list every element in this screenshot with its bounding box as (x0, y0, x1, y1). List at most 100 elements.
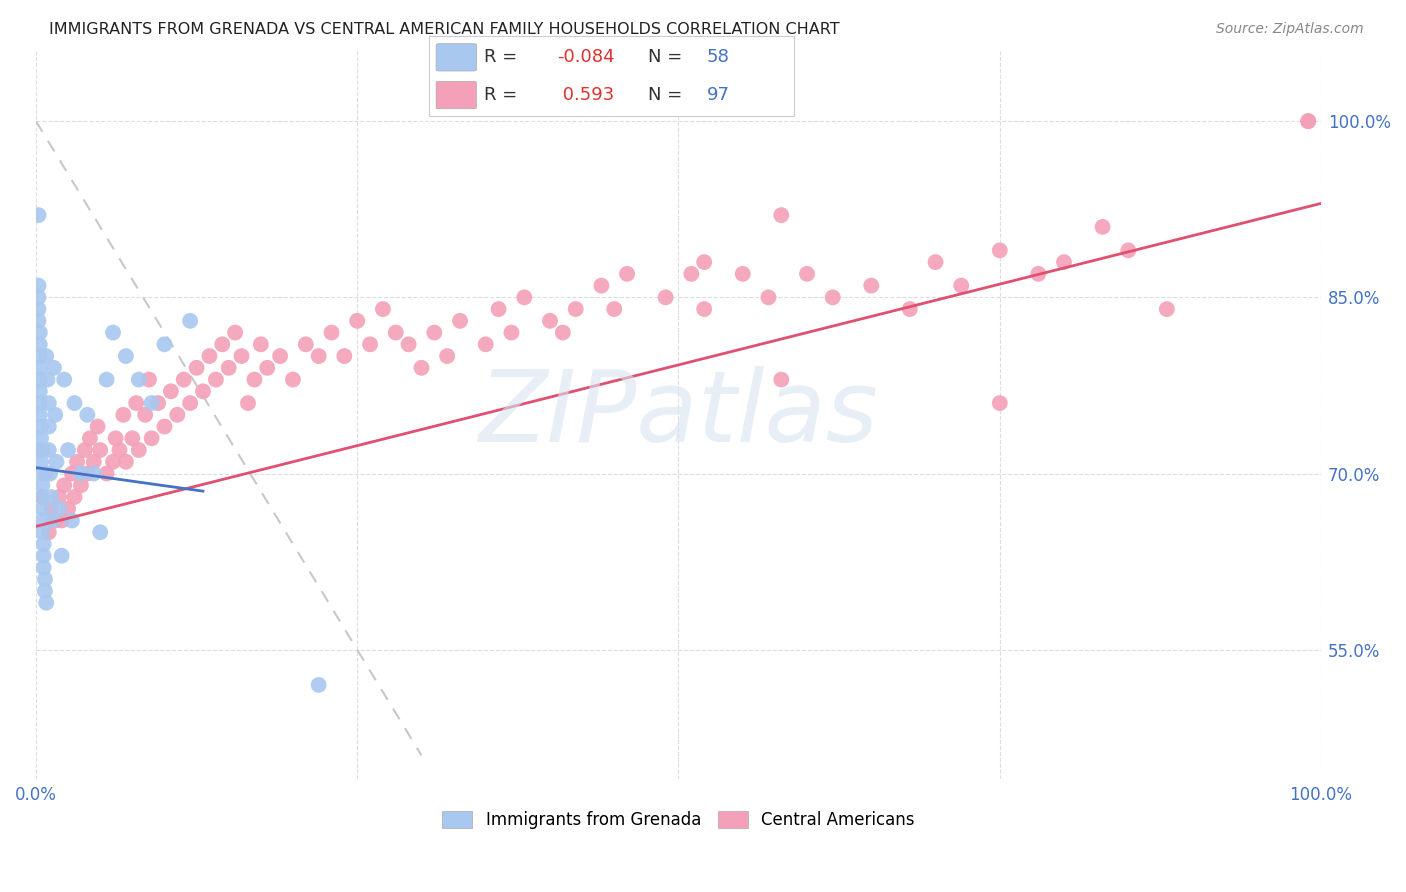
Point (1091, 219, 1114, 234)
Point (1296, 114, 1319, 128)
Point (41, 501, 63, 516)
Point (551, 326, 574, 340)
Point (474, 337, 496, 351)
Point (28, 373, 51, 387)
Point (41, 490, 63, 504)
Point (128, 373, 150, 387)
Point (86, 419, 108, 434)
Point (198, 349, 221, 363)
Point (53, 373, 76, 387)
Point (27, 314, 49, 328)
Point (321, 326, 343, 340)
Point (31, 525, 53, 540)
Point (27, 290, 49, 304)
Point (988, 244, 1011, 258)
Point (38, 443, 60, 458)
Point (681, 267, 703, 281)
Point (603, 302, 626, 317)
Point (104, 431, 127, 445)
Text: IMMIGRANTS FROM GRENADA VS CENTRAL AMERICAN FAMILY HOUSEHOLDS CORRELATION CHART: IMMIGRANTS FROM GRENADA VS CENTRAL AMERI… (49, 22, 839, 37)
Point (45, 455, 67, 469)
Point (501, 326, 523, 340)
Text: Source: ZipAtlas.com: Source: ZipAtlas.com (1216, 22, 1364, 37)
Point (30, 443, 52, 458)
Point (76, 408, 98, 422)
Point (112, 408, 135, 422)
Point (134, 408, 156, 422)
Text: N =: N = (648, 48, 682, 66)
Point (1156, 302, 1178, 317)
Point (89, 443, 111, 458)
Point (66, 455, 89, 469)
Text: ZIPatlas: ZIPatlas (478, 367, 879, 463)
Point (56, 443, 79, 458)
Point (42, 360, 65, 375)
Legend: Immigrants from Grenada, Central Americans: Immigrants from Grenada, Central America… (436, 805, 921, 836)
Point (60, 514, 83, 528)
Point (166, 408, 188, 422)
Point (28, 408, 51, 422)
Point (70, 478, 93, 492)
Point (1296, 114, 1319, 128)
Text: R =: R = (484, 48, 517, 66)
Point (30, 419, 52, 434)
Point (269, 349, 291, 363)
Point (179, 396, 201, 410)
Point (108, 443, 131, 458)
Point (83, 467, 105, 481)
Point (31, 443, 53, 458)
Point (128, 443, 150, 458)
Point (28, 384, 51, 399)
Point (28, 337, 51, 351)
Point (654, 290, 676, 304)
Point (115, 455, 138, 469)
Point (76, 467, 98, 481)
Point (179, 314, 201, 328)
Point (32, 537, 55, 551)
Point (770, 373, 793, 387)
Point (44, 408, 66, 422)
Point (796, 267, 818, 281)
Point (35, 349, 58, 363)
Point (770, 208, 793, 222)
Point (101, 326, 124, 340)
Text: 58: 58 (707, 48, 730, 66)
Point (191, 384, 214, 399)
Point (101, 455, 124, 469)
Point (1116, 244, 1139, 258)
Point (146, 396, 169, 410)
Point (423, 326, 446, 340)
Point (73, 443, 96, 458)
Point (513, 290, 536, 304)
Point (31, 501, 53, 516)
Point (138, 373, 160, 387)
FancyBboxPatch shape (436, 81, 477, 109)
Point (898, 302, 921, 317)
Point (63, 396, 86, 410)
Point (295, 337, 318, 351)
Point (28, 360, 51, 375)
Point (89, 525, 111, 540)
Point (35, 467, 58, 481)
Point (186, 360, 208, 375)
Point (141, 431, 163, 445)
Point (70, 467, 93, 481)
Point (384, 326, 406, 340)
Text: N =: N = (648, 87, 682, 104)
Point (591, 278, 613, 293)
Point (121, 431, 143, 445)
Point (38, 419, 60, 434)
Point (693, 302, 716, 317)
Point (32, 560, 55, 574)
Point (211, 337, 233, 351)
Point (31, 490, 53, 504)
Point (160, 384, 183, 399)
Text: -0.084: -0.084 (557, 48, 614, 66)
Point (31, 514, 53, 528)
Point (860, 278, 883, 293)
Point (56, 501, 79, 516)
Point (96, 467, 118, 481)
Text: 97: 97 (707, 87, 730, 104)
Point (988, 396, 1011, 410)
Point (30, 467, 52, 481)
